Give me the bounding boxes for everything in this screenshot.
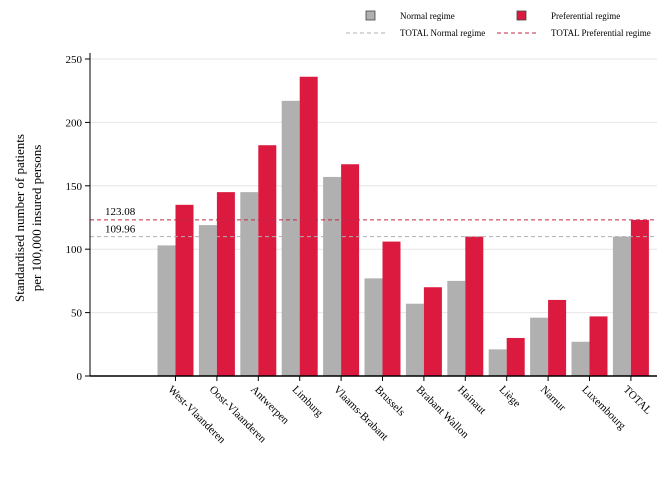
bar-normal	[198, 225, 217, 376]
bar-normal	[405, 303, 424, 376]
bar-normal	[488, 349, 507, 376]
y-tick-label: 50	[71, 308, 83, 320]
legend-label-normal: Normal regime	[400, 11, 455, 21]
bar-normal	[612, 236, 631, 376]
bar-preferential	[630, 219, 649, 376]
x-tick-label: Liège	[497, 384, 523, 410]
bar-preferential	[382, 241, 401, 376]
y-tick-label: 150	[66, 181, 83, 193]
bar-normal	[323, 176, 342, 376]
reference-line-label: 123.08	[105, 206, 136, 218]
bar-normal	[447, 280, 466, 376]
bar-normal	[364, 278, 383, 376]
legend-label-total-preferential: TOTAL Preferential regime	[551, 28, 651, 38]
bar-normal	[530, 317, 549, 376]
bar-normal	[240, 192, 259, 376]
y-tick-label: 250	[66, 54, 83, 66]
bar-preferential	[299, 76, 318, 376]
bar-preferential	[423, 287, 442, 376]
reference-lines: 109.96 123.08	[90, 206, 657, 238]
y-axis-label-line-1: Standardised number of patients	[12, 134, 27, 302]
bar-preferential	[548, 299, 567, 376]
legend: Normal regime Preferential regime TOTAL …	[346, 10, 651, 38]
y-tick-label: 200	[66, 117, 83, 129]
bar-normal	[281, 100, 300, 377]
bar-normal	[157, 245, 176, 376]
y-ticks: 0 50 100 150 200 250	[66, 54, 90, 383]
bar-preferential	[506, 337, 525, 376]
x-ticks: West-VlaanderenOost-VlaanderenAntwerpenL…	[165, 376, 654, 446]
bar-preferential	[216, 192, 235, 376]
bar-normal	[571, 341, 590, 376]
x-tick-label: Namur	[538, 384, 568, 414]
legend-label-preferential: Preferential regime	[551, 11, 620, 21]
x-tick-label: Antwerpen	[248, 384, 291, 427]
bar-preferential	[258, 145, 277, 376]
bars	[157, 76, 649, 377]
bar-preferential	[589, 316, 608, 376]
y-axis-label-line-2: per 100,000 insured persons	[29, 145, 44, 292]
reference-line-label: 109.96	[105, 224, 136, 236]
bar-preferential	[175, 204, 194, 376]
bar-preferential	[465, 236, 484, 376]
x-tick-label: TOTAL	[621, 384, 654, 417]
x-tick-label: Brussels	[372, 384, 407, 419]
x-tick-label: Limburg	[290, 384, 326, 420]
y-tick-label: 100	[66, 244, 83, 256]
bar-preferential	[341, 164, 360, 376]
legend-label-total-normal: TOTAL Normal regime	[400, 28, 485, 38]
x-tick-label: Hainaut	[455, 384, 488, 417]
legend-swatch-normal	[365, 10, 376, 21]
y-tick-label: 0	[77, 371, 83, 383]
legend-swatch-preferential	[516, 10, 527, 21]
